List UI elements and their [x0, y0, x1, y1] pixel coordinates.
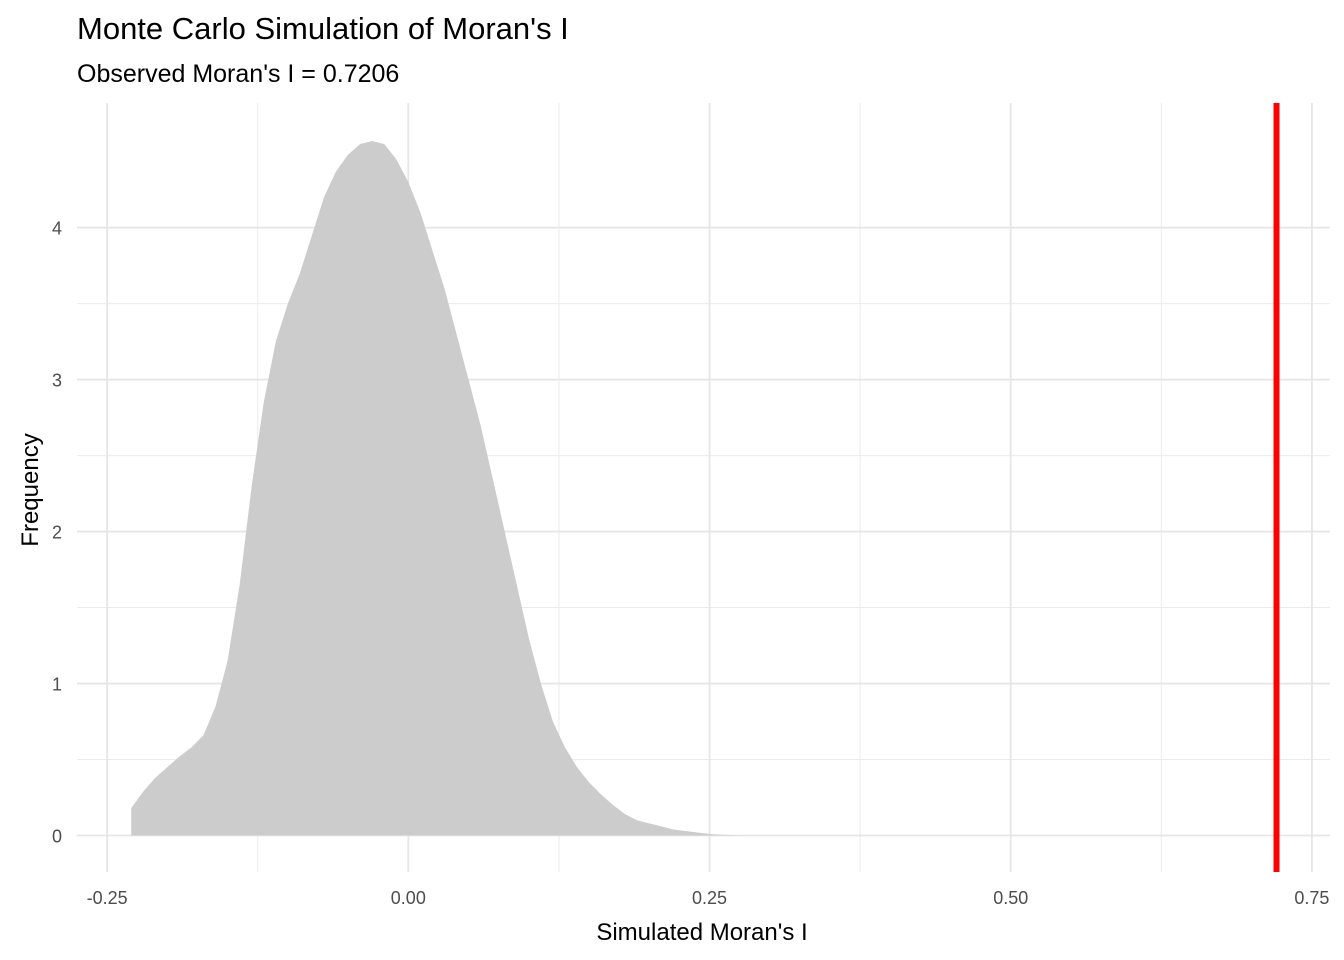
- x-tick-label: 0.50: [993, 888, 1028, 908]
- chart-title: Monte Carlo Simulation of Moran's I: [77, 11, 569, 46]
- x-tick-label: 0.25: [692, 888, 727, 908]
- density-area: [131, 140, 746, 836]
- chart-subtitle: Observed Moran's I = 0.7206: [77, 60, 400, 88]
- y-tick-label: 1: [52, 675, 62, 695]
- x-tick-label: 0.75: [1294, 888, 1329, 908]
- y-tick-label: 4: [52, 219, 62, 239]
- density-area-layer: [131, 140, 746, 836]
- y-tick-label: 3: [52, 371, 62, 391]
- x-tick-label: -0.25: [87, 888, 128, 908]
- y-axis-ticks: 0 1 2 3 4: [52, 219, 62, 847]
- y-tick-label: 2: [52, 523, 62, 543]
- x-axis-title: Simulated Moran's I: [596, 919, 807, 946]
- y-axis-title: Frequency: [17, 433, 44, 546]
- x-tick-label: 0.00: [391, 888, 426, 908]
- x-axis-ticks: -0.25 0.00 0.25 0.50 0.75: [87, 888, 1330, 908]
- y-tick-label: 0: [52, 827, 62, 847]
